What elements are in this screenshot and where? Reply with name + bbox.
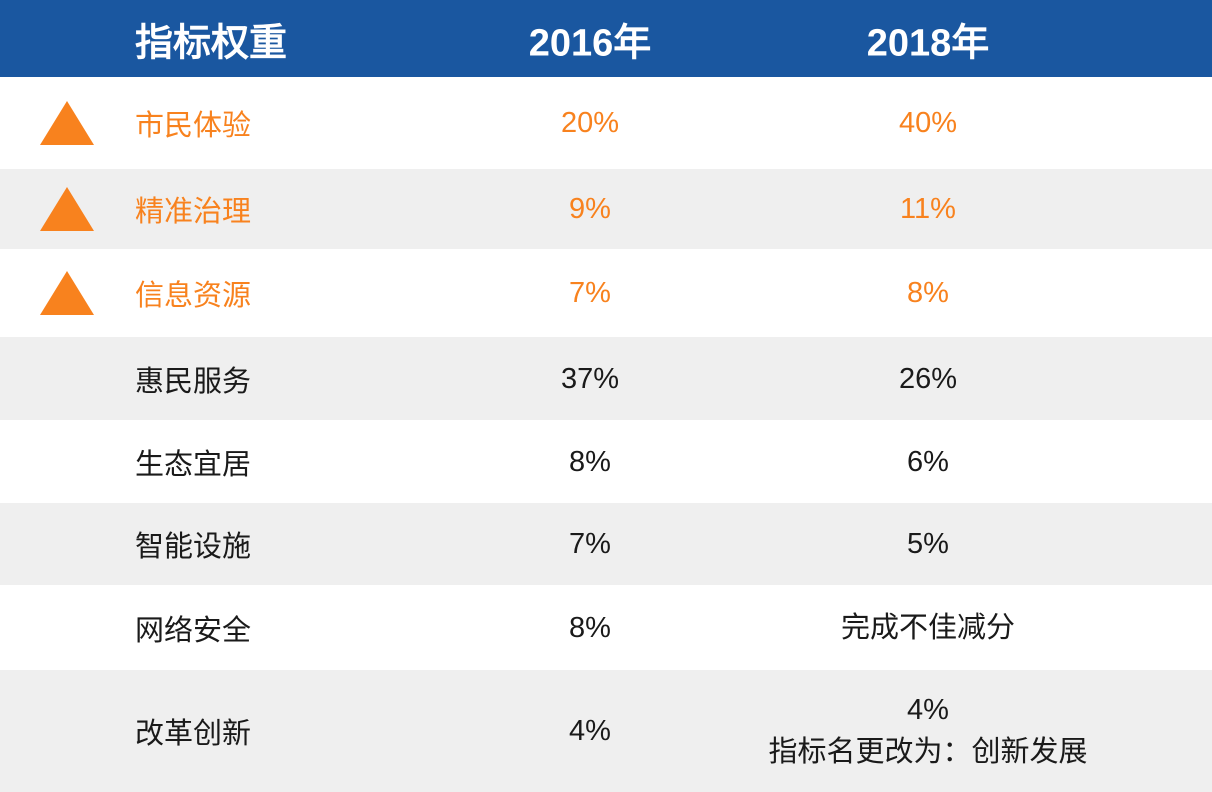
table-row: 智能设施 7% 5% bbox=[0, 503, 1212, 585]
table-row: 信息资源 7% 8% bbox=[0, 249, 1212, 337]
table-header-row: 指标权重 2016年 2018年 bbox=[0, 0, 1212, 77]
value-2016: 4% bbox=[569, 715, 611, 747]
triangle-up-icon bbox=[40, 271, 94, 315]
row-label: 网络安全 bbox=[135, 614, 252, 647]
value-2018: 11% bbox=[900, 193, 956, 225]
table-row: 生态宜居 8% 6% bbox=[0, 420, 1212, 503]
row-label: 改革创新 bbox=[135, 718, 252, 750]
row-label: 信息资源 bbox=[135, 280, 252, 312]
value-2018: 完成不佳减分 bbox=[840, 611, 1015, 644]
value-2016: 7% bbox=[569, 528, 611, 560]
table-row: 网络安全 8% 完成不佳减分 bbox=[0, 585, 1212, 670]
value-2016: 7% bbox=[569, 277, 611, 309]
value-2018: 6% bbox=[907, 445, 949, 478]
table-row: 市民体验 20% 40% bbox=[0, 77, 1212, 169]
value-2018: 4% 指标名更改为：创新发展 bbox=[698, 689, 1158, 773]
row-label: 生态宜居 bbox=[135, 448, 252, 481]
table-row: 精准治理 9% 11% bbox=[0, 169, 1212, 249]
value-2016: 8% bbox=[569, 445, 611, 478]
triangle-up-icon bbox=[40, 101, 94, 145]
header-indicator: 指标权重 bbox=[135, 22, 288, 64]
table-body: 市民体验 20% 40% 精准治理 9% 11% 信息资源 7% bbox=[0, 77, 1212, 792]
value-2018: 8% bbox=[907, 277, 949, 309]
value-2016: 20% bbox=[560, 107, 620, 139]
value-2018-note: 指标名更改为：创新发展 bbox=[768, 736, 1088, 768]
value-2018: 5% bbox=[907, 528, 949, 560]
value-2016: 9% bbox=[569, 193, 611, 225]
table-row: 惠民服务 37% 26% bbox=[0, 337, 1212, 420]
value-2016: 8% bbox=[569, 611, 611, 644]
value-2016: 37% bbox=[560, 362, 620, 395]
row-label: 惠民服务 bbox=[135, 365, 252, 398]
header-2016: 2016年 bbox=[528, 22, 652, 64]
row-label: 市民体验 bbox=[135, 110, 252, 142]
value-2018: 26% bbox=[898, 362, 958, 395]
table-row: 改革创新 4% 4% 指标名更改为：创新发展 bbox=[0, 670, 1212, 792]
row-label: 精准治理 bbox=[135, 196, 252, 228]
row-label: 智能设施 bbox=[135, 531, 252, 563]
triangle-up-icon bbox=[40, 187, 94, 231]
value-2018: 40% bbox=[898, 107, 958, 139]
header-2018: 2018年 bbox=[866, 22, 990, 64]
